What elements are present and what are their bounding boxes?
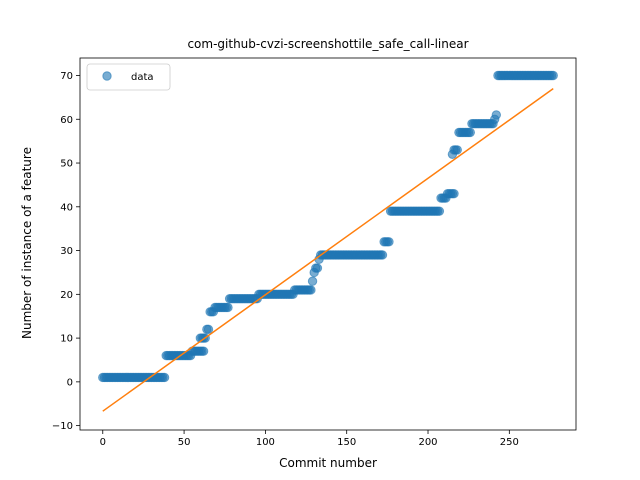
data-point (159, 372, 170, 383)
x-tick-label: 150 (337, 437, 356, 448)
y-tick-label: 40 (60, 202, 73, 213)
y-tick-label: 10 (60, 334, 73, 345)
x-tick-label: 250 (500, 437, 519, 448)
data-point (384, 237, 394, 247)
plot-frame (79, 57, 577, 431)
x-axis-label: Commit number (279, 456, 377, 470)
y-tick-label: 30 (60, 246, 73, 257)
legend-box (86, 63, 171, 91)
axes: 0 50 100 150 200 250 −10 0 10 20 30 40 50 60 70 (52, 71, 519, 448)
y-tick-label: 0 (67, 377, 73, 388)
data-point (548, 70, 558, 81)
data-point (307, 276, 318, 286)
data-point (203, 324, 214, 335)
y-tick-label: 20 (60, 290, 73, 301)
data-point (491, 110, 502, 120)
data-point (198, 346, 209, 356)
data-point (312, 263, 323, 273)
data-point (465, 127, 475, 138)
x-tick-label: 0 (100, 437, 106, 448)
legend-marker (102, 71, 112, 81)
x-tick-label: 100 (256, 437, 275, 448)
legend-label-data: data (131, 72, 154, 83)
y-tick-label: 60 (60, 115, 73, 126)
y-tick-label: −10 (52, 421, 73, 432)
data-point (223, 302, 233, 313)
x-tick-label: 200 (418, 437, 437, 448)
data-point (452, 145, 462, 155)
chart-title: com-github-cvzi-screenshottile_safe_call… (187, 37, 468, 51)
legend: data (86, 63, 171, 91)
y-tick-label: 50 (60, 159, 73, 170)
x-tick-label: 50 (178, 437, 191, 448)
y-axis-label: Number of instance of a feature (20, 147, 34, 339)
y-tick-label: 70 (60, 71, 73, 82)
data-point (434, 206, 445, 216)
data-point (449, 188, 459, 199)
data-point (306, 285, 316, 295)
data-marks (98, 70, 558, 412)
linear-fit-line (102, 88, 554, 412)
data-point (377, 250, 388, 260)
